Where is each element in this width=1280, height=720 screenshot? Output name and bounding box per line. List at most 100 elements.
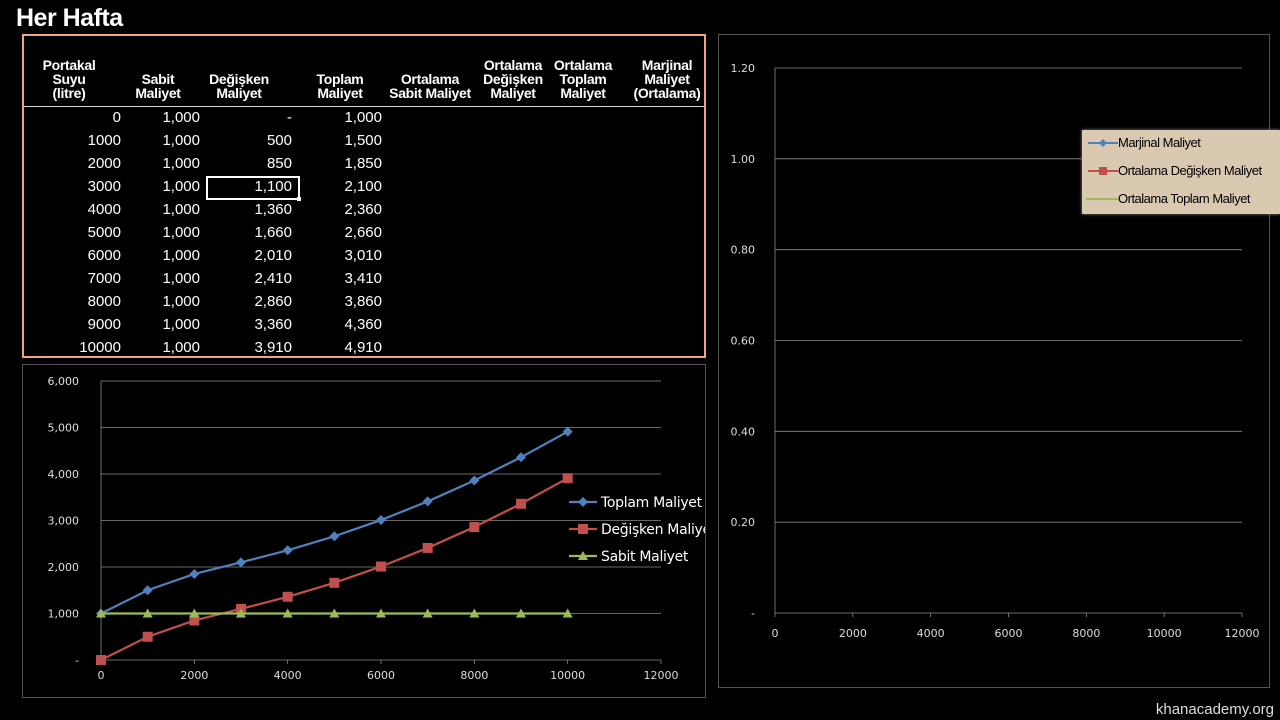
table-cell[interactable]: 1,000 xyxy=(162,155,200,172)
data-point-triangle xyxy=(142,608,153,618)
right-chart-legend: Marjinal Maliyet Ortalama Değişken Maliy… xyxy=(1082,130,1280,214)
table-cell[interactable]: 1,000 xyxy=(162,293,200,310)
y-tick-label: 2,000 xyxy=(48,561,80,574)
table-cell[interactable]: 4000 xyxy=(87,201,121,218)
table-cell[interactable]: 1000 xyxy=(87,132,121,149)
x-tick-label: 0 xyxy=(98,669,105,682)
legend-entry-avg-total: Ortalama Toplam Maliyet xyxy=(1082,186,1251,212)
table-cell[interactable]: 1,000 xyxy=(162,316,200,333)
table-cell[interactable]: 1,660 xyxy=(254,224,292,241)
table-cell[interactable]: 8000 xyxy=(87,293,121,310)
table-cell[interactable]: 1,000 xyxy=(162,270,200,287)
legend-marker-diamond xyxy=(1088,139,1118,147)
table-cell[interactable]: 1,000 xyxy=(162,224,200,241)
data-point-diamond xyxy=(282,545,293,556)
y-tick-label: 1.20 xyxy=(731,62,756,75)
y-tick-label: - xyxy=(751,607,755,620)
table-cell[interactable]: 10000 xyxy=(79,339,121,356)
x-tick-label: 10000 xyxy=(1147,627,1182,640)
table-header-row: Portakal Suyu (litre) Sabit Maliyet Deği… xyxy=(24,36,704,106)
table-cell[interactable]: 1,000 xyxy=(344,109,382,126)
data-point-triangle xyxy=(516,608,526,618)
table-cell[interactable]: 3,010 xyxy=(344,247,382,264)
table-cell[interactable]: 3,360 xyxy=(254,316,292,333)
cost-line-chart: - 1,000 2,000 3,000 4,000 5,000 6,000 0 2000 4000… xyxy=(48,375,718,682)
table-cell[interactable]: 0 xyxy=(112,109,121,126)
data-point-square xyxy=(516,498,526,509)
table-cell[interactable]: 1,000 xyxy=(162,132,200,149)
table-cell[interactable]: 6000 xyxy=(87,247,121,264)
data-point-triangle xyxy=(329,608,340,618)
data-point-triangle xyxy=(236,608,246,618)
header-avg-variable-cost: Ortalama Değişken Maliyet xyxy=(483,57,543,101)
table-cell[interactable]: 4,910 xyxy=(344,339,382,356)
data-point-square xyxy=(329,577,340,588)
x-tick-label: 12000 xyxy=(644,669,679,682)
x-tick-label: 4000 xyxy=(917,627,945,640)
table-cell[interactable]: 1,000 xyxy=(162,178,200,195)
table-cell[interactable]: 1,360 xyxy=(254,201,292,218)
table-cell[interactable]: 1,000 xyxy=(162,247,200,264)
data-point-diamond xyxy=(376,515,386,526)
data-point-square xyxy=(96,655,106,665)
legend-label-avg-variable: Ortalama Değişken Maliyet xyxy=(1118,163,1262,178)
y-tick-label: 5,000 xyxy=(48,422,80,435)
table-cell[interactable]: 3000 xyxy=(87,178,121,195)
data-point-diamond xyxy=(578,497,588,507)
legend-label-avg-total: Ortalama Toplam Maliyet xyxy=(1118,191,1251,206)
selected-cell-outline xyxy=(206,176,300,200)
header-divider xyxy=(24,106,704,107)
table-cell[interactable]: 1,100 xyxy=(254,178,292,195)
data-point-triangle xyxy=(282,608,293,618)
header-avg-total-cost: Ortalama Toplam Maliyet xyxy=(553,57,613,101)
x-tick-label: 2000 xyxy=(180,669,208,682)
data-point-diamond xyxy=(422,496,433,507)
legend-label: Değişken Maliyet xyxy=(601,522,705,538)
table-cell[interactable]: 1,500 xyxy=(344,132,382,149)
y-tick-label: 4,000 xyxy=(48,468,80,481)
table-cell[interactable]: 2,660 xyxy=(344,224,382,241)
legend-entry: Toplam Maliyet xyxy=(569,495,703,511)
data-point-diamond xyxy=(469,475,480,486)
data-point-square xyxy=(142,631,153,642)
table-cell[interactable]: 2,360 xyxy=(344,201,382,218)
series-line-1 xyxy=(100,477,569,661)
legend-entry: Sabit Maliyet xyxy=(569,549,689,565)
data-point-triangle xyxy=(578,551,588,560)
table-cell[interactable]: 2,410 xyxy=(254,270,292,287)
table-cell[interactable]: 4,360 xyxy=(344,316,382,333)
table-cell[interactable]: 2,010 xyxy=(254,247,292,264)
table-cell[interactable]: 2,860 xyxy=(254,293,292,310)
table-cell[interactable]: 1,000 xyxy=(162,201,200,218)
cost-chart-panel: - 1,000 2,000 3,000 4,000 5,000 6,000 0 2000 4000… xyxy=(22,364,718,698)
table-cell[interactable]: 3,910 xyxy=(254,339,292,356)
x-tick-label: 6000 xyxy=(995,627,1023,640)
header-marginal-cost: Marjinal Maliyet (Ortalama) xyxy=(633,57,701,101)
cost-table: Portakal Suyu (litre) Sabit Maliyet Deği… xyxy=(22,34,706,358)
table-cell[interactable]: 1,000 xyxy=(162,109,200,126)
table-cell[interactable]: 3,410 xyxy=(344,270,382,287)
legend-entry-marginal: Marjinal Maliyet xyxy=(1082,130,1201,156)
y-tick-label: 6,000 xyxy=(48,375,80,388)
fill-handle[interactable] xyxy=(297,197,301,201)
y-tick-label: 0.80 xyxy=(731,244,756,257)
table-cell[interactable]: 500 xyxy=(266,132,292,149)
table-cell[interactable]: 5000 xyxy=(87,224,121,241)
table-cell[interactable]: 3,860 xyxy=(344,293,382,310)
table-cell[interactable]: 850 xyxy=(266,155,292,172)
legend-label: Sabit Maliyet xyxy=(601,549,689,565)
y-tick-label: 3,000 xyxy=(48,515,80,528)
table-cell[interactable]: 1,850 xyxy=(344,155,382,172)
table-cell[interactable]: 2000 xyxy=(87,155,121,172)
table-cell[interactable]: 9000 xyxy=(87,316,121,333)
y-tick-label: - xyxy=(75,654,79,667)
table-cell[interactable]: 2,100 xyxy=(344,178,382,195)
data-point-square xyxy=(562,473,573,484)
table-cell[interactable]: - xyxy=(287,109,292,126)
header-fixed-cost: Sabit Maliyet xyxy=(135,71,181,101)
legend-entry-avg-variable: Ortalama Değişken Maliyet xyxy=(1082,158,1262,184)
x-tick-label: 12000 xyxy=(1225,627,1260,640)
table-cell[interactable]: 1,000 xyxy=(162,339,200,356)
table-cell[interactable]: 7000 xyxy=(87,270,121,287)
data-point-triangle xyxy=(469,608,480,618)
